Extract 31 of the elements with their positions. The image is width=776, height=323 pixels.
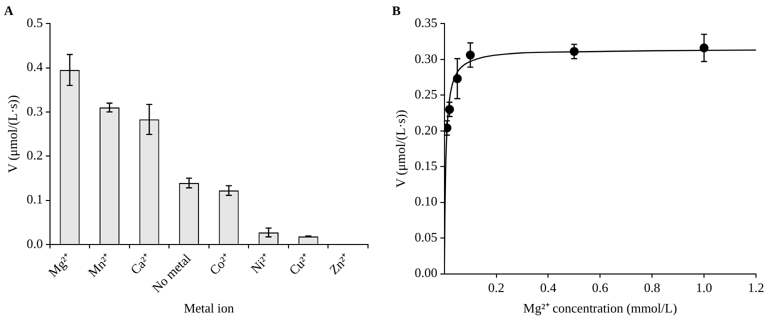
x-axis-title: Metal ion bbox=[184, 300, 235, 316]
chart-title: A bbox=[4, 3, 14, 18]
y-tick-label: 0.05 bbox=[414, 229, 438, 244]
y-tick-label: 0.1 bbox=[26, 192, 43, 207]
y-tick-label: 0.25 bbox=[414, 86, 438, 102]
x-tick-label: 0.6 bbox=[592, 280, 609, 296]
chart-title: B bbox=[392, 3, 401, 18]
y-tick-label: 0.20 bbox=[414, 122, 438, 138]
x-tick-label: Ca²⁺ bbox=[127, 250, 154, 278]
y-tick-label: 0.10 bbox=[414, 194, 438, 209]
x-tick-label: Co²⁺ bbox=[206, 250, 234, 278]
x-tick-label: Cu²⁺ bbox=[286, 250, 313, 278]
y-tick-label: 0.30 bbox=[414, 50, 438, 66]
x-tick-label: 1.2 bbox=[748, 280, 764, 296]
y-tick-label: 0.4 bbox=[26, 59, 44, 74]
y-tick-label: 0.2 bbox=[26, 148, 43, 163]
y-tick-label: 0.0 bbox=[26, 236, 43, 251]
y-tick-label: 0.00 bbox=[414, 265, 438, 280]
y-tick-label: 0.15 bbox=[414, 158, 438, 173]
y-axis-title: V (μmol/(L·s)) bbox=[393, 110, 408, 188]
x-tick-label: 1.0 bbox=[696, 280, 712, 296]
y-tick-label: 0.35 bbox=[414, 15, 438, 30]
x-tick-label: Zn²⁺ bbox=[326, 250, 353, 278]
y-axis-title: V (μmol/(L·s)) bbox=[5, 95, 20, 173]
x-tick-label: 0.4 bbox=[540, 280, 557, 296]
x-tick-label: Ni²⁺ bbox=[248, 250, 274, 276]
y-tick-label: 0.5 bbox=[26, 15, 43, 30]
y-tick-label: 0.3 bbox=[26, 103, 43, 118]
x-tick-label: 0.2 bbox=[488, 280, 504, 296]
x-axis-title: Mg²⁺ concentration (mmol/L) bbox=[523, 300, 678, 316]
x-tick-label: 0.8 bbox=[644, 280, 660, 296]
